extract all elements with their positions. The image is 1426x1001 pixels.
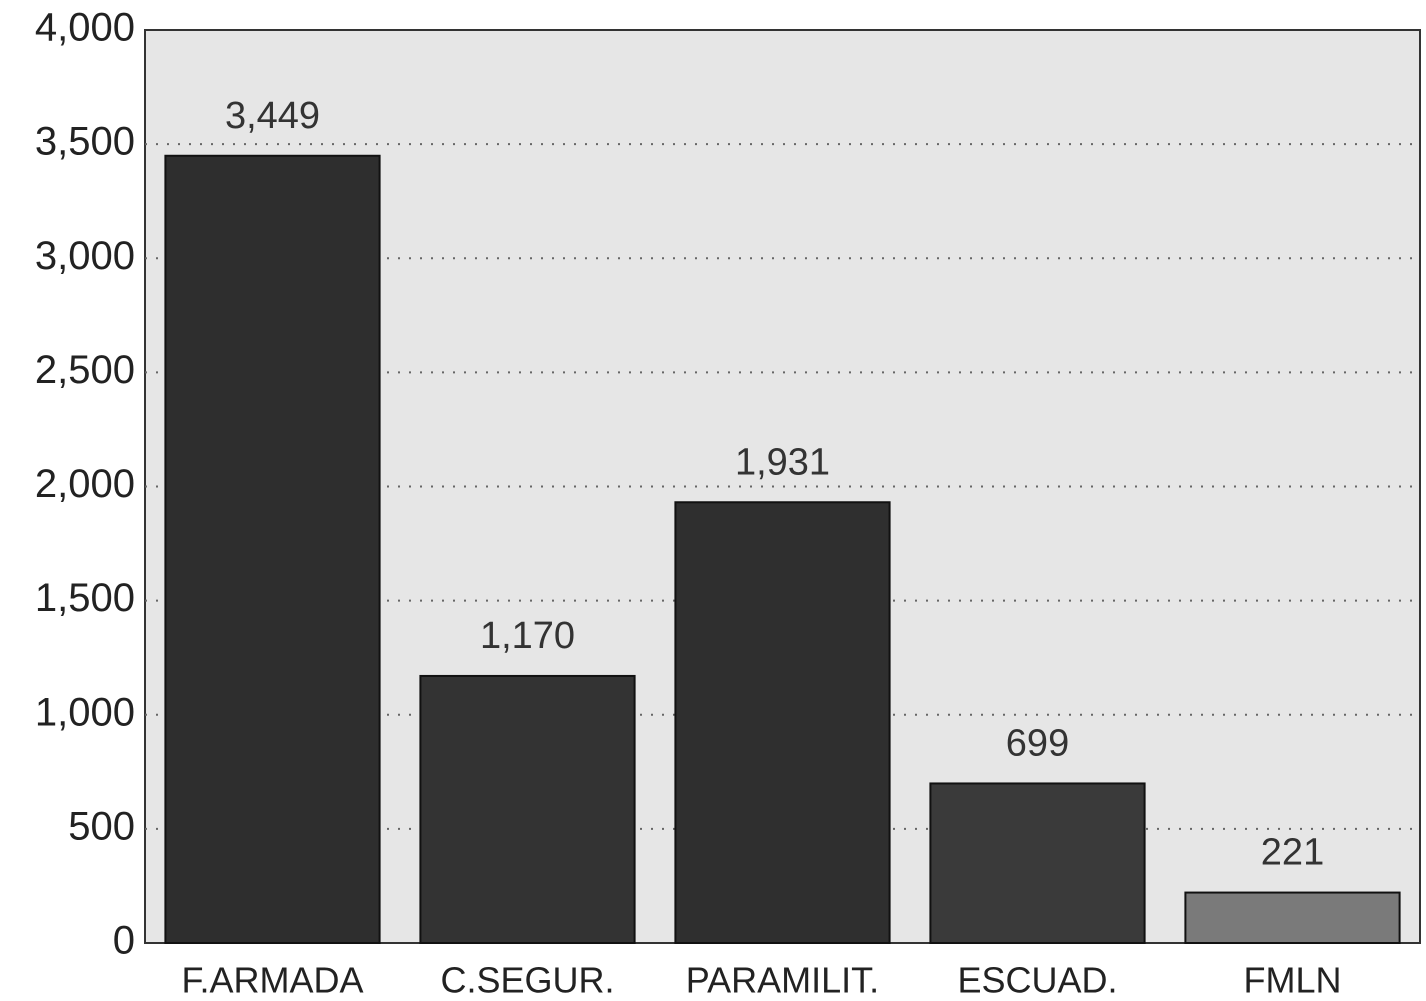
y-tick-label: 1,000: [35, 690, 135, 734]
x-tick-label: C.SEGUR.: [440, 960, 614, 1001]
value-label: 221: [1261, 832, 1324, 874]
y-tick-label: 1,500: [35, 576, 135, 620]
y-tick-label: 0: [113, 919, 135, 963]
y-tick-label: 500: [68, 804, 135, 848]
value-label: 1,170: [480, 615, 575, 657]
x-tick-label: PARAMILIT.: [686, 960, 879, 1001]
bar: [1184, 891, 1401, 945]
bar: [674, 501, 891, 944]
y-tick-label: 3,500: [35, 120, 135, 164]
bar: [419, 674, 636, 944]
value-label: 3,449: [225, 95, 320, 137]
y-tick-label: 2,500: [35, 348, 135, 392]
value-label: 1,931: [735, 441, 830, 483]
y-tick-label: 4,000: [35, 6, 135, 50]
x-tick-label: ESCUAD.: [957, 960, 1117, 1001]
y-tick-label: 2,000: [35, 462, 135, 506]
x-tick-label: F.ARMADA: [181, 960, 363, 1001]
bar: [929, 782, 1146, 944]
bar: [164, 154, 381, 944]
y-tick-label: 3,000: [35, 234, 135, 278]
value-label: 699: [1006, 722, 1069, 764]
x-tick-label: FMLN: [1244, 960, 1342, 1001]
